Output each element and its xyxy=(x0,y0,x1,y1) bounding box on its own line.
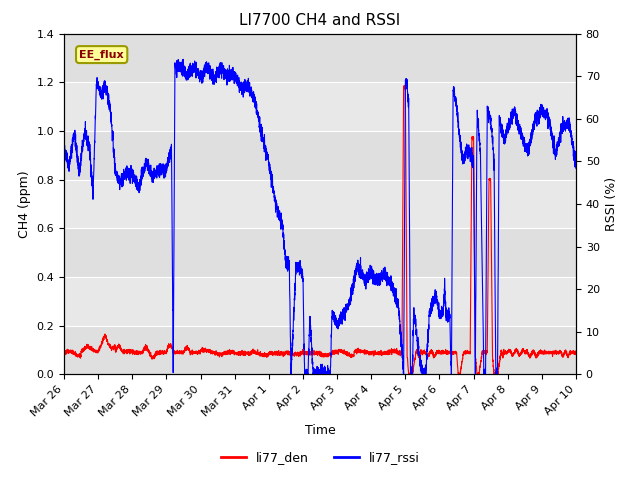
Bar xyxy=(64,180,576,228)
Bar xyxy=(64,131,576,180)
Bar xyxy=(64,228,576,277)
Bar xyxy=(64,277,576,326)
X-axis label: Time: Time xyxy=(305,424,335,437)
Text: EE_flux: EE_flux xyxy=(79,49,124,60)
Y-axis label: CH4 (ppm): CH4 (ppm) xyxy=(18,170,31,238)
Legend: li77_den, li77_rssi: li77_den, li77_rssi xyxy=(216,446,424,469)
Bar xyxy=(64,82,576,131)
Bar xyxy=(64,326,576,374)
Bar xyxy=(64,34,576,82)
Title: LI7700 CH4 and RSSI: LI7700 CH4 and RSSI xyxy=(239,13,401,28)
Y-axis label: RSSI (%): RSSI (%) xyxy=(605,177,618,231)
